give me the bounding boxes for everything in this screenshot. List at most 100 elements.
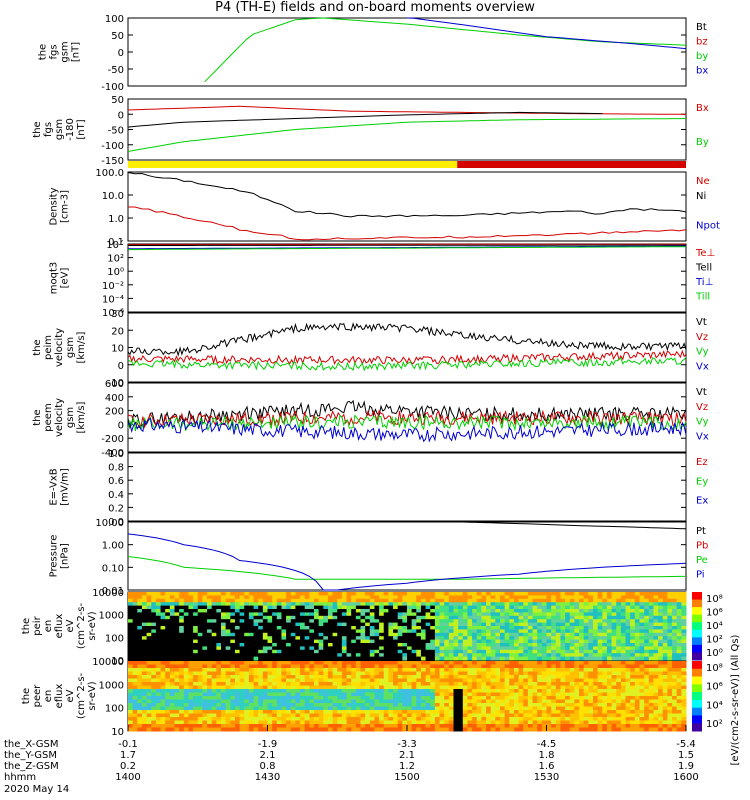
heatmap-cell bbox=[532, 656, 538, 661]
heatmap-cell bbox=[565, 629, 571, 634]
heatmap-cell bbox=[183, 605, 189, 610]
heatmap-cell bbox=[588, 639, 594, 644]
heatmap-cell bbox=[155, 602, 162, 607]
heatmap-cell bbox=[439, 605, 445, 610]
heatmap-cell bbox=[160, 646, 166, 651]
heatmap-cell bbox=[574, 724, 580, 728]
heatmap-cell bbox=[211, 622, 217, 627]
heatmap-cell bbox=[639, 671, 645, 676]
heatmap-cell bbox=[648, 671, 654, 676]
heatmap-cell bbox=[318, 605, 324, 610]
heatmap-cell bbox=[620, 675, 627, 679]
heatmap-cell bbox=[439, 592, 445, 596]
heatmap-cell bbox=[183, 639, 189, 644]
heatmap-cell bbox=[383, 653, 389, 658]
heatmap-cell bbox=[221, 656, 227, 661]
heatmap-cell bbox=[327, 649, 334, 654]
heatmap-cell bbox=[169, 626, 175, 630]
heatmap-cell bbox=[448, 706, 454, 711]
heatmap-cell bbox=[388, 685, 394, 690]
heatmap-cell bbox=[662, 696, 668, 700]
heatmap-cell bbox=[453, 682, 459, 686]
heatmap-cell bbox=[434, 668, 441, 672]
heatmap-cell bbox=[541, 661, 547, 665]
heatmap-cell bbox=[653, 653, 659, 658]
heatmap-cell bbox=[565, 622, 571, 627]
heatmap-cell bbox=[425, 602, 431, 607]
heatmap-cell bbox=[546, 605, 552, 610]
heatmap-cell bbox=[221, 710, 227, 714]
heatmap-cell bbox=[267, 699, 273, 704]
heatmap-cell bbox=[523, 724, 529, 728]
heatmap-cell bbox=[239, 629, 245, 634]
heatmap-cell bbox=[667, 615, 673, 620]
heatmap-cell bbox=[197, 689, 203, 693]
heatmap-cell bbox=[318, 682, 324, 686]
heatmap-cell bbox=[527, 636, 534, 641]
heatmap-cell bbox=[141, 605, 148, 610]
heatmap-cell bbox=[193, 661, 199, 665]
series-line-Vy bbox=[127, 357, 687, 372]
heatmap-cell bbox=[323, 682, 329, 686]
heatmap-cell bbox=[509, 724, 515, 728]
heatmap-cell bbox=[425, 671, 431, 676]
heatmap-cell bbox=[411, 643, 417, 647]
heatmap-cell bbox=[495, 639, 501, 644]
heatmap-cell bbox=[351, 717, 357, 721]
heatmap-cell bbox=[430, 612, 436, 617]
heatmap-cell bbox=[490, 724, 496, 728]
heatmap-cell bbox=[565, 656, 571, 661]
heatmap-cell bbox=[527, 699, 534, 704]
heatmap-cell bbox=[416, 595, 422, 600]
heatmap-cell bbox=[300, 656, 306, 661]
heatmap-cell bbox=[574, 706, 580, 711]
heatmap-cell bbox=[518, 646, 524, 651]
heatmap-cell bbox=[248, 703, 255, 707]
heatmap-cell bbox=[225, 699, 231, 704]
heatmap-cell bbox=[197, 710, 203, 714]
heatmap-cell bbox=[518, 661, 524, 665]
heatmap-cell bbox=[355, 656, 361, 661]
heatmap-cell bbox=[523, 692, 529, 697]
heatmap-cell bbox=[374, 717, 380, 721]
heatmap-cell bbox=[407, 678, 413, 683]
heatmap-cell bbox=[560, 685, 566, 690]
heatmap-cell bbox=[532, 612, 538, 617]
heatmap-cell bbox=[174, 646, 180, 651]
heatmap-cell bbox=[639, 615, 645, 620]
heatmap-cell bbox=[616, 629, 622, 634]
heatmap-cell bbox=[327, 609, 334, 613]
heatmap-cell bbox=[513, 595, 520, 600]
heatmap-cell bbox=[667, 612, 673, 617]
heatmap-cell bbox=[276, 668, 282, 672]
heatmap-cell bbox=[439, 713, 445, 718]
heatmap-cell bbox=[620, 629, 627, 634]
heatmap-cell bbox=[397, 703, 403, 707]
heatmap-cell bbox=[304, 675, 310, 679]
heatmap-cell bbox=[374, 643, 380, 647]
heatmap-cell bbox=[197, 717, 203, 721]
heatmap-cell bbox=[314, 643, 320, 647]
heatmap-cell bbox=[132, 689, 138, 693]
heatmap-cell bbox=[351, 602, 357, 607]
heatmap-cell bbox=[314, 668, 320, 672]
heatmap-cell bbox=[355, 626, 361, 630]
heatmap-cell bbox=[672, 626, 678, 630]
heatmap-cell bbox=[309, 619, 315, 624]
heatmap-cell bbox=[360, 699, 366, 704]
heatmap-cell bbox=[341, 653, 348, 658]
heatmap-cell bbox=[634, 595, 640, 600]
heatmap-cell bbox=[397, 639, 403, 644]
heatmap-cell bbox=[490, 692, 496, 697]
heatmap-cell bbox=[439, 609, 445, 613]
heatmap-cell bbox=[365, 699, 371, 704]
heatmap-cell bbox=[476, 622, 482, 627]
heatmap-cell bbox=[416, 639, 422, 644]
heatmap-cell bbox=[258, 639, 264, 644]
heatmap-cell bbox=[639, 661, 645, 665]
heatmap-cell bbox=[300, 636, 306, 641]
heatmap-cell bbox=[267, 622, 273, 627]
heatmap-cell bbox=[402, 696, 408, 700]
heatmap-cell bbox=[462, 720, 468, 725]
heatmap-cell bbox=[593, 615, 599, 620]
